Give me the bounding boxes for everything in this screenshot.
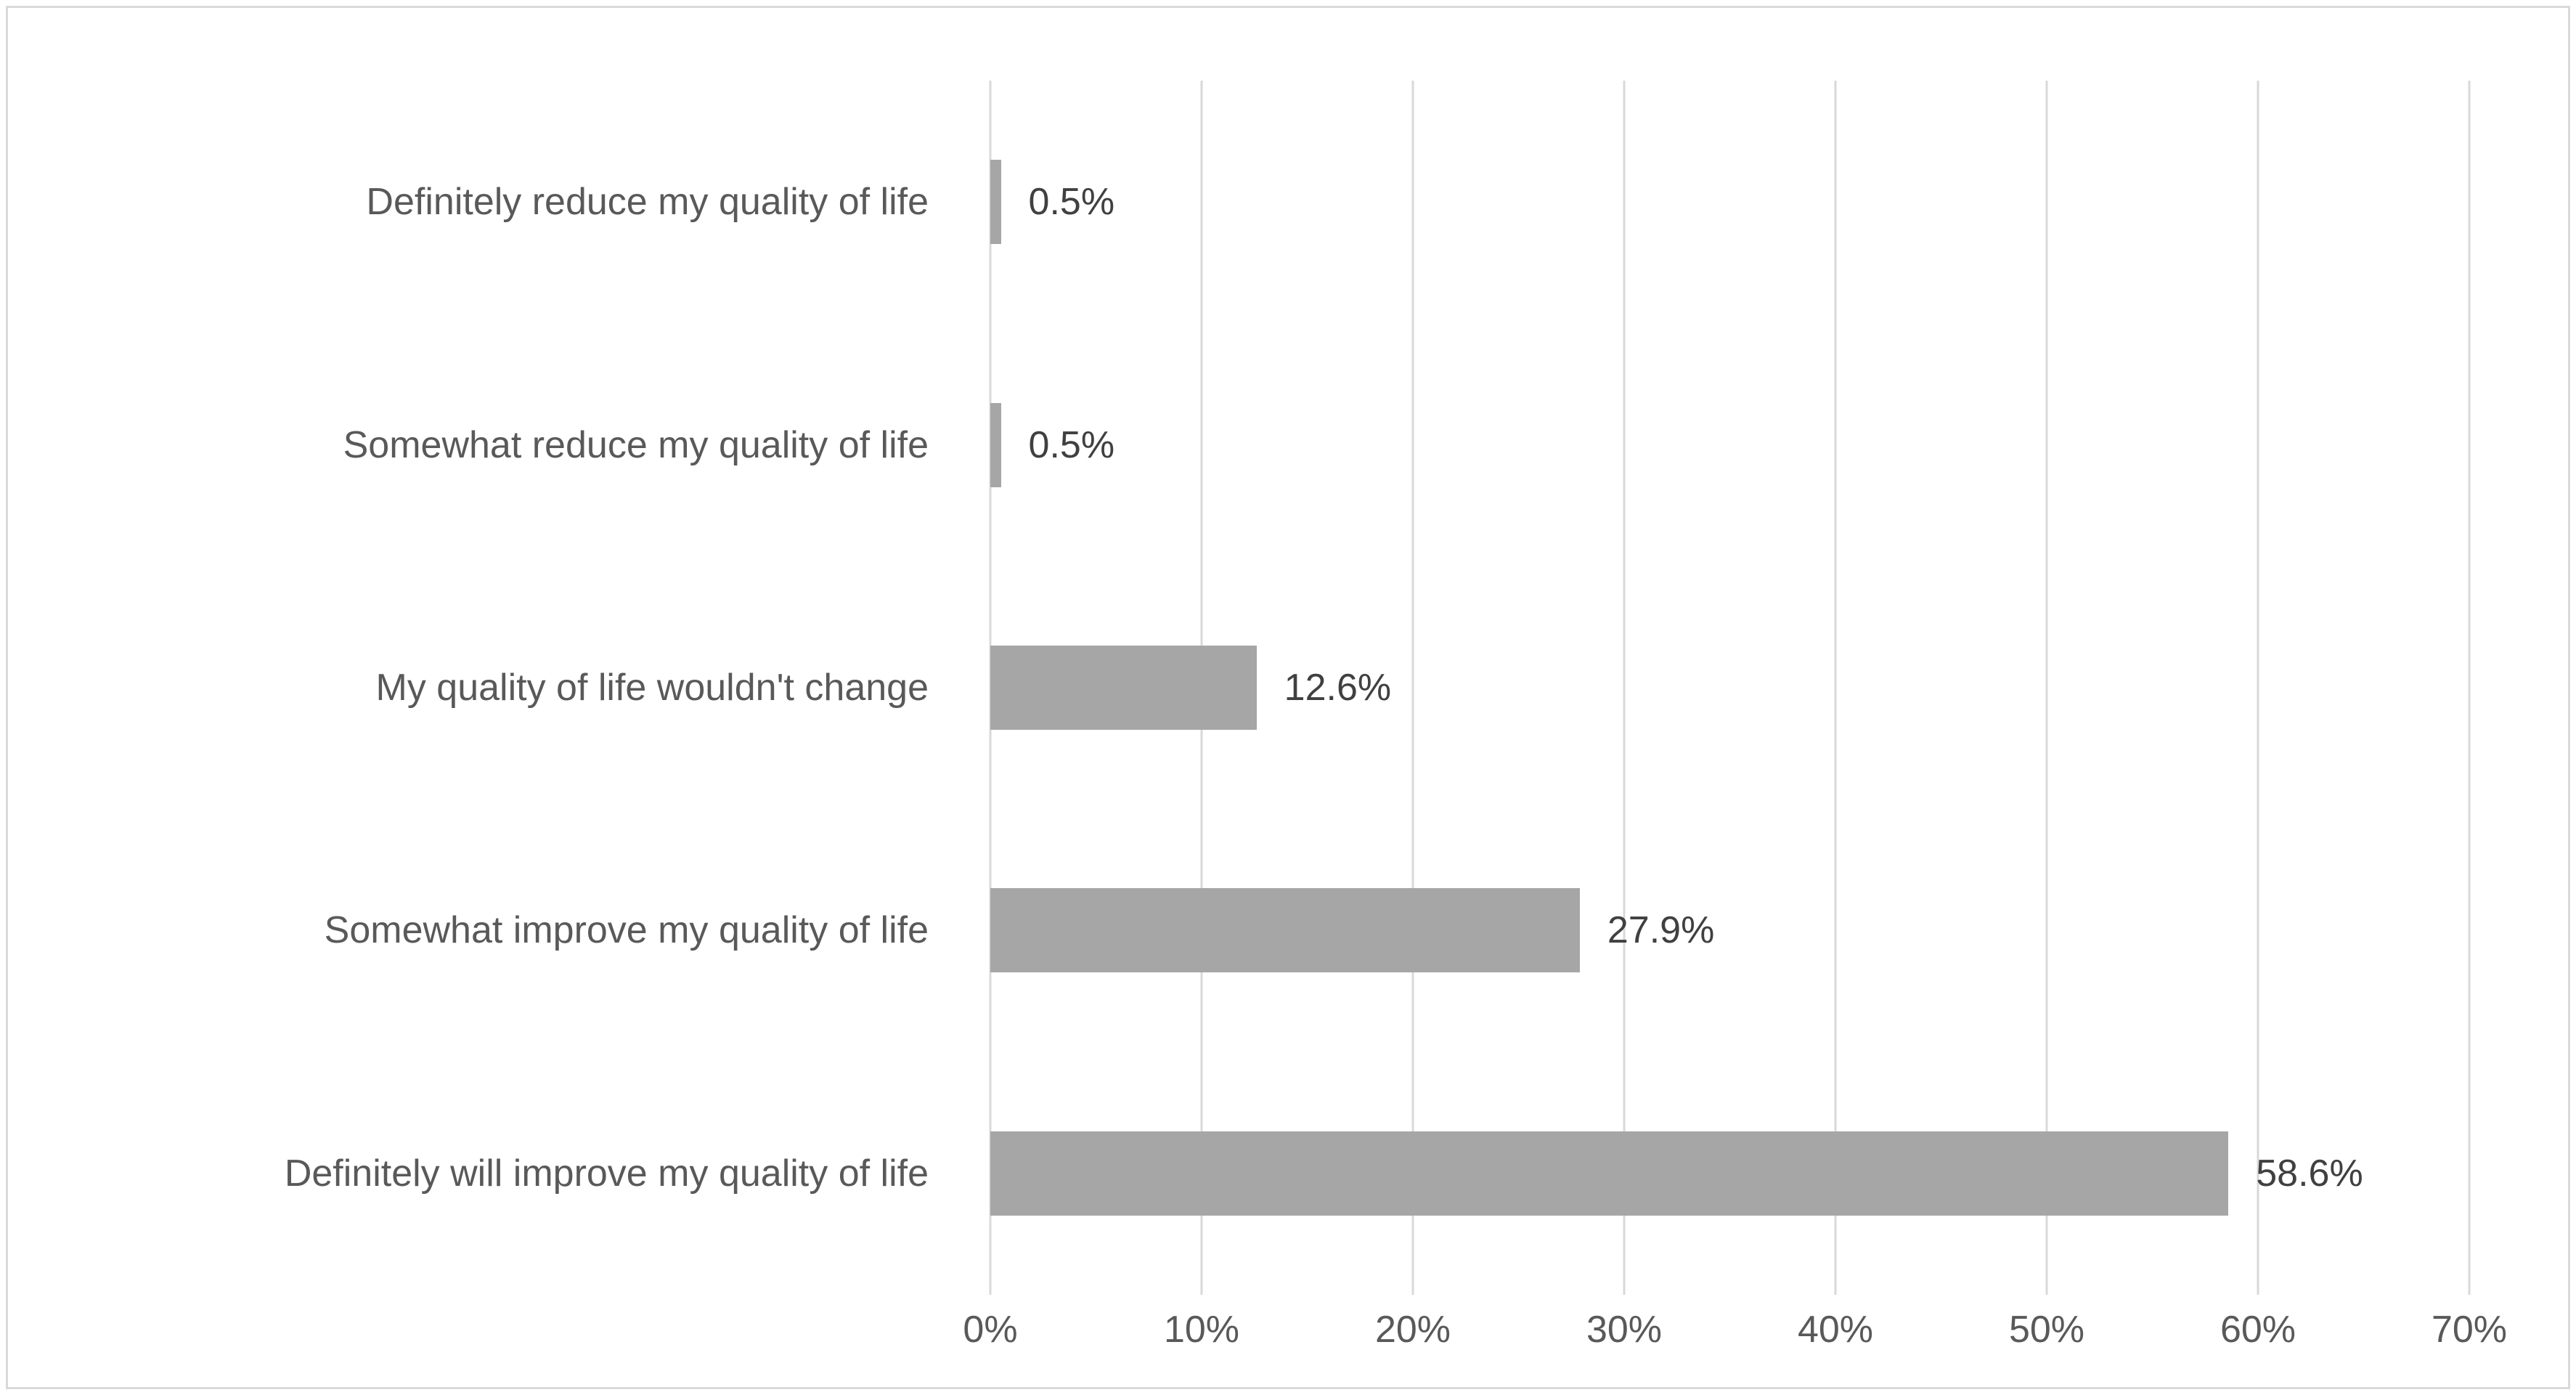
- category-label: Somewhat improve my quality of life: [324, 909, 929, 952]
- bar-3: [990, 645, 1257, 730]
- bar-row: 0.5%: [990, 323, 2469, 566]
- x-tick-label: 50%: [2008, 1309, 2085, 1351]
- data-label: 58.6%: [2256, 1152, 2363, 1195]
- gridline-40%: [1834, 81, 1837, 1295]
- bar-4: [990, 888, 1580, 973]
- bar-5: [990, 1131, 2229, 1216]
- bar-row: 27.9%: [990, 809, 2469, 1052]
- x-tick-label: 60%: [2220, 1309, 2296, 1351]
- x-tick-label: 70%: [2431, 1309, 2508, 1351]
- data-label: 0.5%: [1028, 181, 1115, 224]
- gridline-30%: [1623, 81, 1626, 1295]
- gridline-60%: [2257, 81, 2259, 1295]
- bar-2: [990, 402, 1001, 487]
- data-label: 12.6%: [1284, 666, 1392, 709]
- category-label: Definitely reduce my quality of life: [366, 181, 929, 224]
- bar-row: 58.6%: [990, 1052, 2469, 1295]
- data-label: 27.9%: [1607, 909, 1715, 952]
- category-label: My quality of life wouldn't change: [375, 667, 929, 709]
- x-tick-label: 40%: [1797, 1309, 1874, 1351]
- x-tick-label: 30%: [1586, 1309, 1663, 1351]
- category-label: Somewhat reduce my quality of life: [343, 423, 929, 466]
- x-tick-label: 20%: [1374, 1309, 1451, 1351]
- category-label: Definitely will improve my quality of li…: [284, 1152, 929, 1195]
- gridline-20%: [1411, 81, 1414, 1295]
- x-tick-label: 10%: [1163, 1309, 1240, 1351]
- bar-row: 12.6%: [990, 566, 2469, 809]
- bar-row: 0.5%: [990, 81, 2469, 323]
- bar-1: [990, 160, 1001, 245]
- gridline-70%: [2468, 81, 2471, 1295]
- chart-frame: 0.5% 0.5% 12.6% 27.9% 58.6% Definitely reduc…: [6, 6, 2570, 1389]
- plot-area: 0.5% 0.5% 12.6% 27.9% 58.6%: [989, 81, 2471, 1295]
- x-tick-label: 0%: [963, 1309, 1018, 1351]
- gridline-50%: [2045, 81, 2048, 1295]
- data-label: 0.5%: [1028, 423, 1115, 466]
